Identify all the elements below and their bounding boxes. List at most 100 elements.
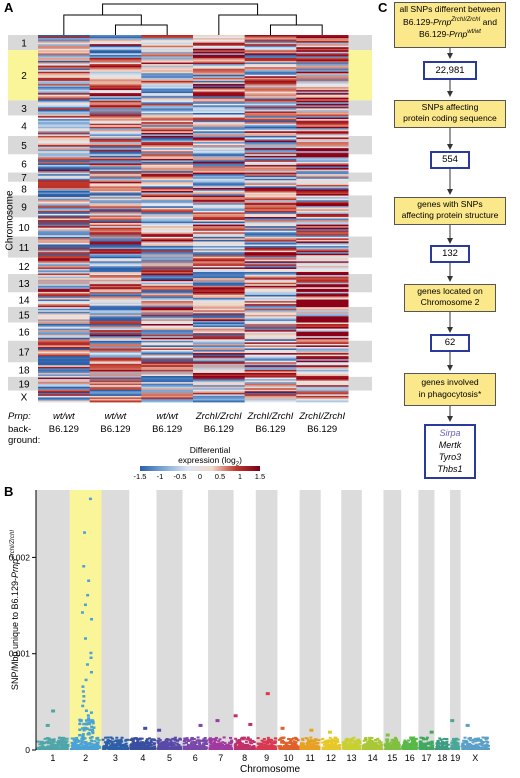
heatmap-cell xyxy=(244,354,297,357)
snp-point xyxy=(104,742,108,745)
snp-point xyxy=(230,739,234,742)
heatmap-cell xyxy=(296,272,349,274)
snp-point-chr2 xyxy=(82,699,86,703)
heatmap-cell xyxy=(38,112,91,115)
snp-point xyxy=(386,745,390,748)
snp-point xyxy=(486,741,490,744)
heatmap-cell xyxy=(296,224,349,227)
heatmap-cell xyxy=(193,314,246,317)
heatmap-cell xyxy=(38,86,91,89)
heatmap-cell xyxy=(244,194,297,196)
heatmap-cell xyxy=(244,39,297,42)
heatmap-cell xyxy=(193,73,246,76)
heatmap-cell xyxy=(89,299,142,302)
snp-point xyxy=(234,743,238,746)
y-axis-label: SNP/Mbp unique to B6.129-PrnpZrchI/ZrchI xyxy=(10,500,20,720)
snp-point xyxy=(160,741,164,744)
heatmap-cell xyxy=(89,372,142,375)
heatmap-cell xyxy=(296,146,349,149)
snp-point xyxy=(186,738,190,741)
heatmap-cell xyxy=(89,221,142,224)
heatmap-cell xyxy=(193,161,246,164)
heatmap-cell xyxy=(244,342,297,345)
heatmap-cell xyxy=(296,140,349,143)
snp-point xyxy=(229,744,233,747)
snp-point xyxy=(351,744,355,747)
gene-sirpa: Sirpa xyxy=(439,428,461,438)
heatmap-cell xyxy=(38,166,91,169)
snp-point xyxy=(73,740,77,743)
flow-step-chromosome-2-line2: Chromosome 2 xyxy=(420,297,480,307)
heatmap-cell xyxy=(244,54,297,57)
heatmap-cell xyxy=(296,148,349,151)
heatmap-cell xyxy=(296,160,349,163)
snp-point xyxy=(305,737,309,740)
heatmap-cell xyxy=(296,59,349,62)
snp-point-peak xyxy=(265,692,270,696)
snp-point xyxy=(227,745,231,748)
heatmap-cell xyxy=(244,392,297,395)
heatmap-cell xyxy=(141,264,194,267)
heatmap-cell xyxy=(244,206,297,209)
snp-point xyxy=(245,738,249,741)
heatmap-cell xyxy=(193,142,246,144)
heatmap-cell xyxy=(193,279,246,282)
heatmap-cell xyxy=(89,334,142,337)
heatmap-cell xyxy=(141,363,194,366)
snp-point xyxy=(248,738,252,741)
snp-point xyxy=(418,743,422,746)
heatmap-cell xyxy=(141,354,194,357)
heatmap-cell xyxy=(38,216,91,219)
snp-point xyxy=(392,740,396,743)
snp-point xyxy=(462,744,466,747)
heatmap-cell xyxy=(141,272,194,274)
heatmap-cell xyxy=(244,365,297,368)
heatmap-cell xyxy=(244,146,297,149)
heatmap-cell xyxy=(296,109,349,112)
heatmap-cell xyxy=(193,195,246,198)
snp-point xyxy=(385,740,389,743)
snp-point xyxy=(208,744,212,747)
heatmap-cell xyxy=(193,88,246,91)
snp-point xyxy=(235,739,239,742)
heatmap-cell xyxy=(193,246,246,248)
heatmap-cell xyxy=(296,39,349,42)
snp-point xyxy=(316,742,320,745)
heatmap-cell xyxy=(193,242,246,245)
heatmap-cell xyxy=(141,353,194,355)
snp-point-chr2 xyxy=(82,729,86,732)
snp-point xyxy=(344,742,348,745)
gene-thbs1: Thbs1 xyxy=(437,464,463,474)
snp-point xyxy=(452,743,456,746)
snp-point xyxy=(246,744,250,747)
snp-point xyxy=(481,741,485,744)
heatmap-cell xyxy=(244,158,297,161)
heatmap-cell xyxy=(296,102,349,105)
snp-point xyxy=(56,743,60,746)
heatmap-cell xyxy=(296,68,349,71)
heatmap-cell xyxy=(193,293,246,296)
heatmap-cell xyxy=(38,68,91,71)
heatmap-cell xyxy=(89,111,142,114)
heatmap-cell xyxy=(244,233,297,236)
heatmap-cell xyxy=(244,183,297,186)
heatmap-cell xyxy=(244,192,297,195)
chromosome-label: 18 xyxy=(18,366,30,377)
snp-point xyxy=(140,737,144,740)
heatmap-cell xyxy=(141,200,194,203)
snp-point xyxy=(402,741,406,744)
heatmap-cell xyxy=(244,267,297,270)
snp-point-chr2 xyxy=(87,717,91,720)
chromosome-axis-label: Chromosome xyxy=(4,190,16,251)
heatmap-cell xyxy=(38,117,91,120)
heatmap-cell xyxy=(141,346,194,349)
heatmap-cell xyxy=(89,253,142,256)
snp-point xyxy=(83,737,87,740)
heatmap-cell xyxy=(244,299,297,302)
snp-point xyxy=(301,746,305,749)
heatmap-cell xyxy=(141,382,194,385)
snp-point xyxy=(465,741,469,744)
heatmap-cell xyxy=(89,91,142,94)
heatmap-cell xyxy=(244,64,297,66)
heatmap-cell xyxy=(193,383,246,386)
